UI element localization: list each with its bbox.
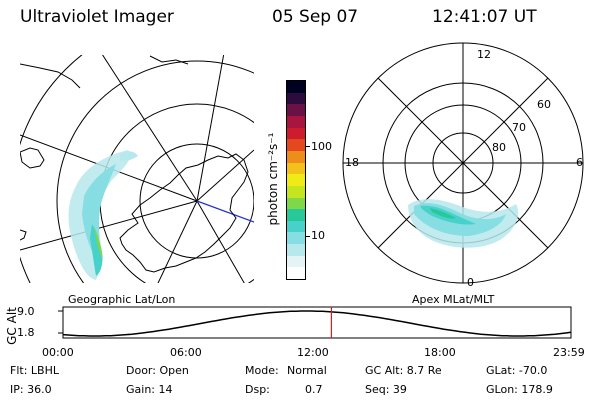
mode-value: Normal bbox=[287, 364, 327, 377]
altitude-curve bbox=[62, 310, 572, 337]
timeline-xtick-0: 00:00 bbox=[42, 346, 74, 359]
observation-date: 05 Sep 07 bbox=[272, 7, 359, 27]
geo-aurora-emission bbox=[68, 150, 138, 280]
dsp-value: 0.7 bbox=[305, 383, 323, 396]
color-scale-band bbox=[287, 127, 305, 140]
mlat-label-70: 70 bbox=[512, 121, 526, 134]
glat-readout: GLat: -70.0 bbox=[486, 364, 548, 377]
geo-map-label: Geographic Lat/Lon bbox=[68, 293, 176, 306]
color-scale-band bbox=[287, 162, 305, 175]
instrument-title: Ultraviolet Imager bbox=[20, 7, 174, 27]
mlat-label-80: 80 bbox=[492, 141, 506, 154]
glon-readout: GLon: 178.9 bbox=[486, 383, 553, 396]
ip-readout: IP: 36.0 bbox=[10, 383, 52, 396]
color-scale-band bbox=[287, 232, 305, 245]
gain-readout: Gain: 14 bbox=[126, 383, 173, 396]
dsp-label: Dsp: bbox=[245, 383, 270, 396]
antarctica-coastline bbox=[119, 153, 249, 273]
color-scale-bar bbox=[286, 80, 306, 280]
color-scale-band bbox=[287, 220, 305, 233]
timeline-ytick-low: 1.8 bbox=[17, 326, 35, 339]
timeline-xtick-2: 12:00 bbox=[297, 346, 329, 359]
polar-aurora-emission bbox=[408, 199, 519, 248]
color-scale-tick-100: 100 bbox=[311, 140, 332, 153]
timeline-xtick-4: 23:59 bbox=[553, 346, 585, 359]
color-scale-band bbox=[287, 244, 305, 256]
color-scale-gradient bbox=[286, 80, 306, 280]
color-scale-band bbox=[287, 116, 305, 128]
color-scale-band bbox=[287, 104, 305, 117]
tick-mark bbox=[306, 236, 310, 237]
mlt-label-12: 12 bbox=[477, 48, 491, 61]
color-scale-band bbox=[287, 209, 305, 221]
color-scale-tick-10: 10 bbox=[311, 229, 325, 242]
color-scale-band bbox=[287, 255, 305, 268]
mode-label: Mode: bbox=[245, 364, 279, 377]
timeline-ytick-high: 9.0 bbox=[17, 305, 35, 318]
color-scale-band bbox=[287, 150, 305, 163]
color-scale-band bbox=[287, 81, 305, 93]
mlt-label-0: 0 bbox=[467, 276, 474, 289]
timeline-xtick-3: 18:00 bbox=[424, 346, 456, 359]
filter-readout: Flt: LBHL bbox=[10, 364, 59, 377]
mlt-label-6: 6 bbox=[576, 156, 583, 169]
color-scale-band bbox=[287, 185, 305, 198]
color-scale-band bbox=[287, 197, 305, 210]
color-scale-band bbox=[287, 139, 305, 151]
polar-map-label: Apex MLat/MLT bbox=[412, 293, 495, 306]
color-scale-band bbox=[287, 92, 305, 105]
mlat-label-60: 60 bbox=[537, 98, 551, 111]
color-scale-band bbox=[287, 267, 305, 279]
color-scale-band bbox=[287, 174, 305, 186]
gc-alt-readout: GC Alt: 8.7 Re bbox=[365, 364, 442, 377]
seq-readout: Seq: 39 bbox=[365, 383, 407, 396]
tick-mark bbox=[306, 146, 310, 147]
observation-time: 12:41:07 UT bbox=[432, 7, 537, 27]
door-readout: Door: Open bbox=[126, 364, 189, 377]
timeline-xtick-1: 06:00 bbox=[170, 346, 202, 359]
geographic-map-plot bbox=[20, 55, 254, 283]
mlt-label-18: 18 bbox=[345, 156, 359, 169]
